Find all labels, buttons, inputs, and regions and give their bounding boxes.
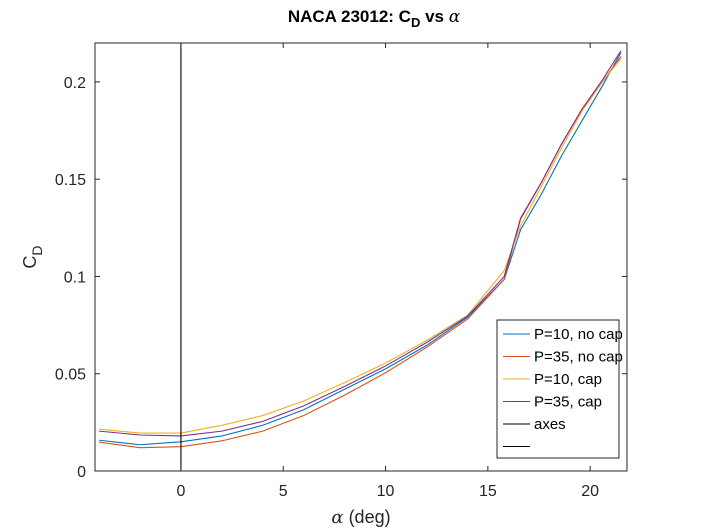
legend-label-1: P=35, no cap [534,349,623,366]
x-tick-label-2: 10 [377,483,395,500]
y-tick-label-1: 0.05 [55,367,86,384]
y-tick-label-3: 0.15 [55,172,86,189]
legend-label-2: P=10, cap [534,371,602,388]
y-tick-label-4: 0.2 [64,75,86,92]
x-tick-label-4: 20 [581,483,599,500]
chart-title: NACA 23012: CD vs α [288,7,461,30]
x-tick-label-1: 5 [279,483,288,500]
x-tick-label-0: 0 [176,483,185,500]
legend-box [496,319,620,459]
legend-label-0: P=10, no cap [534,326,623,343]
series-line-2 [99,58,622,434]
x-axis-label: α (deg) [331,507,390,528]
legend-label-4: axes [534,416,566,433]
series-line-3 [99,50,622,437]
y-tick-label-0: 0 [77,464,86,481]
tick-layer: 0 5 10 15 20 0 0.05 0.1 0.15 0.2 [55,43,627,500]
x-tick-label-3: 15 [479,483,497,500]
series-line-0 [99,52,622,446]
legend: P=10, no cap P=35, no cap P=10, cap P=35, c… [496,319,623,459]
y-axis-label: CD [20,245,45,268]
y-tick-label-2: 0.1 [64,269,86,286]
legend-label-3: P=35, cap [534,394,602,411]
series-layer [99,43,622,471]
